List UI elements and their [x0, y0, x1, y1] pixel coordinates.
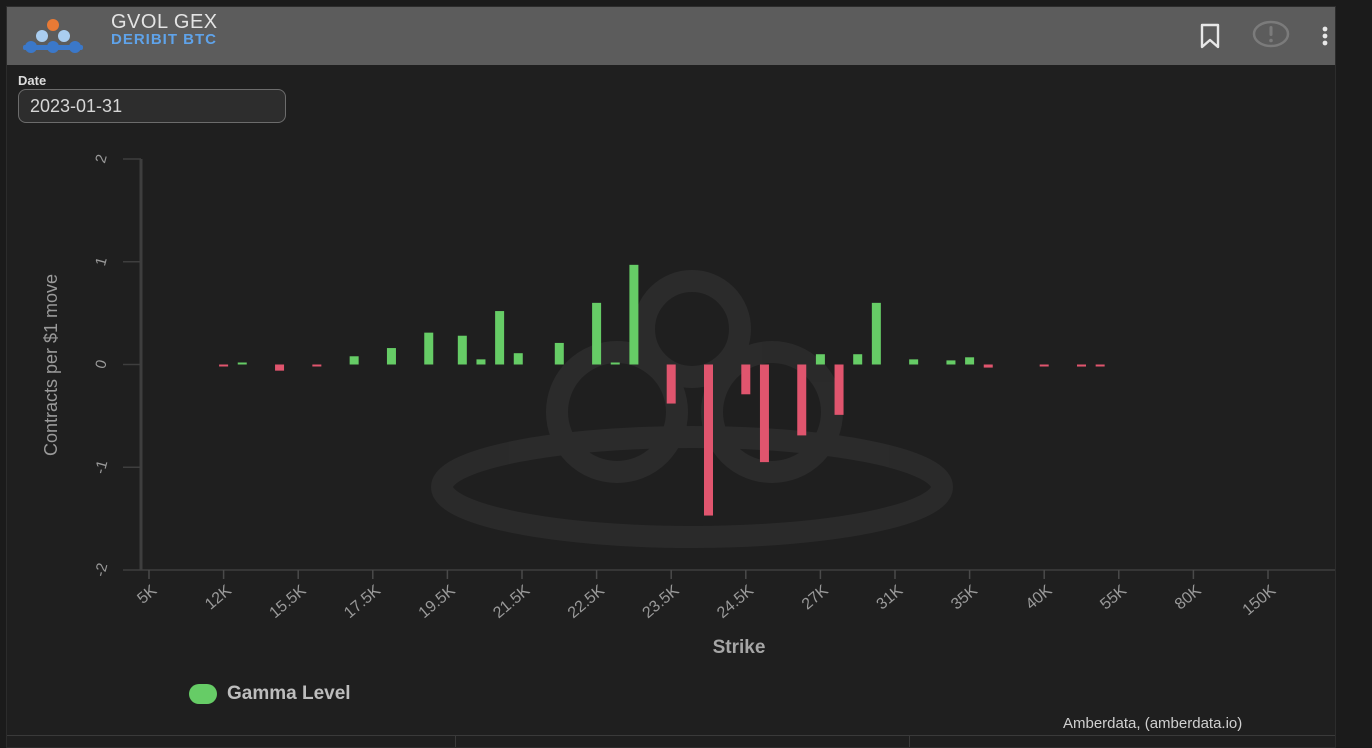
x-axis-title: Strike — [713, 637, 766, 658]
x-tick-label: 27K — [799, 582, 832, 614]
x-tick-label: 17.5K — [341, 582, 384, 622]
bar-negative[interactable] — [759, 364, 769, 463]
bar-positive[interactable] — [815, 354, 825, 365]
panel-title: GVOL GEX — [111, 11, 218, 33]
x-tick-label: 23.5K — [640, 582, 683, 622]
more-vertical-icon[interactable] — [1317, 21, 1333, 51]
x-tick-label: 22.5K — [565, 582, 608, 622]
gex-chart: 2 1 0 -1 -2 5K 12K 15.5K 17.5K 19.5K 21.5K 22.5K 23.… — [41, 153, 1335, 658]
bar-positive[interactable] — [554, 342, 564, 365]
toolbar-divider — [909, 736, 910, 747]
y-tick-label: 2 — [92, 153, 111, 165]
x-tick-label: 21.5K — [490, 582, 533, 622]
bar-positive[interactable] — [386, 348, 396, 365]
x-tick-label: 12K — [202, 582, 235, 614]
bar-negative[interactable] — [1095, 364, 1105, 367]
panel-header: GVOL GEX DERIBIT BTC — [7, 7, 1335, 65]
bar-positive[interactable] — [909, 359, 919, 365]
bar-negative[interactable] — [219, 364, 229, 367]
alert-icon[interactable] — [1251, 19, 1291, 49]
y-tick-label: 0 — [92, 358, 111, 370]
bookmark-icon[interactable] — [1195, 21, 1225, 51]
panel-subtitle: DERIBIT BTC — [111, 31, 217, 48]
bar-negative[interactable] — [704, 364, 713, 516]
bar-negative[interactable] — [312, 364, 322, 367]
bar-positive[interactable] — [965, 357, 975, 365]
bar-positive[interactable] — [476, 359, 486, 365]
bar-negative[interactable] — [1039, 364, 1049, 367]
chart-axes — [123, 158, 1335, 579]
bar-negative[interactable] — [983, 364, 993, 368]
chart-labels: 2 1 0 -1 -2 5K 12K 15.5K 17.5K 19.5K 21.5K 22.5K 23.… — [41, 153, 1280, 658]
bar-negative[interactable] — [666, 364, 676, 404]
bar-negative[interactable] — [834, 364, 844, 415]
date-input[interactable]: 2023-01-31 — [18, 89, 286, 123]
bar-positive[interactable] — [853, 354, 863, 365]
x-tick-label: 150K — [1240, 582, 1280, 619]
legend-marker — [189, 684, 217, 704]
logo-icon — [23, 19, 83, 53]
legend-label: Gamma Level — [227, 683, 351, 704]
legend-item-gamma-level[interactable]: Gamma Level — [189, 683, 351, 705]
bar-positive[interactable] — [946, 360, 956, 365]
x-tick-label: 35K — [948, 582, 981, 614]
y-tick-label: 1 — [92, 255, 111, 267]
x-tick-label: 24.5K — [714, 582, 757, 622]
x-tick-label: 15.5K — [267, 582, 310, 622]
bar-positive[interactable] — [237, 362, 247, 365]
bar-positive[interactable] — [424, 332, 434, 365]
y-axis-title: Contracts per $1 move — [41, 274, 61, 456]
bottom-toolbar — [7, 735, 1335, 747]
watermark — [431, 270, 953, 548]
y-tick-label: -2 — [92, 561, 112, 578]
bar-positive[interactable] — [610, 362, 620, 365]
bar-negative[interactable] — [741, 364, 751, 395]
y-tick-label: -1 — [92, 458, 112, 475]
chart-bars — [219, 264, 1105, 516]
x-tick-label: 5K — [134, 582, 160, 608]
x-tick-label: 80K — [1172, 582, 1205, 614]
bar-positive[interactable] — [592, 302, 602, 365]
bar-negative[interactable] — [1077, 364, 1086, 367]
gex-panel: GVOL GEX DERIBIT BTC Date 2023-01-31 2 1 0… — [6, 6, 1336, 748]
toolbar-divider — [455, 736, 456, 747]
bar-positive[interactable] — [629, 264, 639, 365]
x-tick-label: 19.5K — [416, 582, 459, 622]
bar-positive[interactable] — [349, 356, 359, 365]
chart-credit: Amberdata, (amberdata.io) — [1063, 715, 1243, 732]
bar-negative[interactable] — [275, 364, 285, 371]
bar-positive[interactable] — [513, 353, 523, 365]
x-tick-label: 31K — [874, 582, 907, 614]
bar-positive[interactable] — [495, 311, 505, 365]
bar-positive[interactable] — [457, 335, 467, 365]
bar-positive[interactable] — [871, 302, 881, 365]
x-tick-label: 40K — [1023, 582, 1056, 614]
bar-negative[interactable] — [797, 364, 807, 436]
x-tick-label: 55K — [1097, 582, 1130, 614]
date-label: Date — [18, 73, 47, 88]
